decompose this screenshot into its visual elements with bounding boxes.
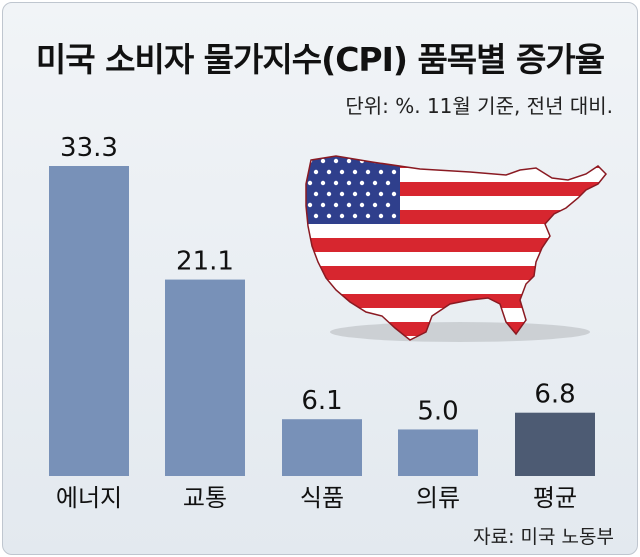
bar-2 xyxy=(165,279,245,476)
value-label: 21.1 xyxy=(176,247,234,277)
category-label: 에너지 xyxy=(56,484,122,512)
value-label: 6.1 xyxy=(301,386,342,416)
bar-3 xyxy=(282,419,362,476)
category-label: 평균 xyxy=(533,484,577,512)
us-flag-map-icon xyxy=(305,155,608,342)
bar-1 xyxy=(49,166,129,476)
source-note: 자료: 미국 노동부 xyxy=(473,526,614,548)
category-label: 교통 xyxy=(183,484,227,512)
bar-5 xyxy=(515,412,595,476)
value-label: 5.0 xyxy=(417,396,458,426)
value-label: 33.3 xyxy=(60,133,118,163)
category-label: 식품 xyxy=(300,484,344,512)
unit-note: 단위: %. 11월 기준, 전년 대비. xyxy=(345,94,613,118)
category-label: 의류 xyxy=(416,484,460,512)
chart-title: 미국 소비자 물가지수(CPI) 품목별 증가율 xyxy=(35,40,605,79)
value-label: 6.8 xyxy=(534,380,575,410)
bar-4 xyxy=(398,429,478,476)
